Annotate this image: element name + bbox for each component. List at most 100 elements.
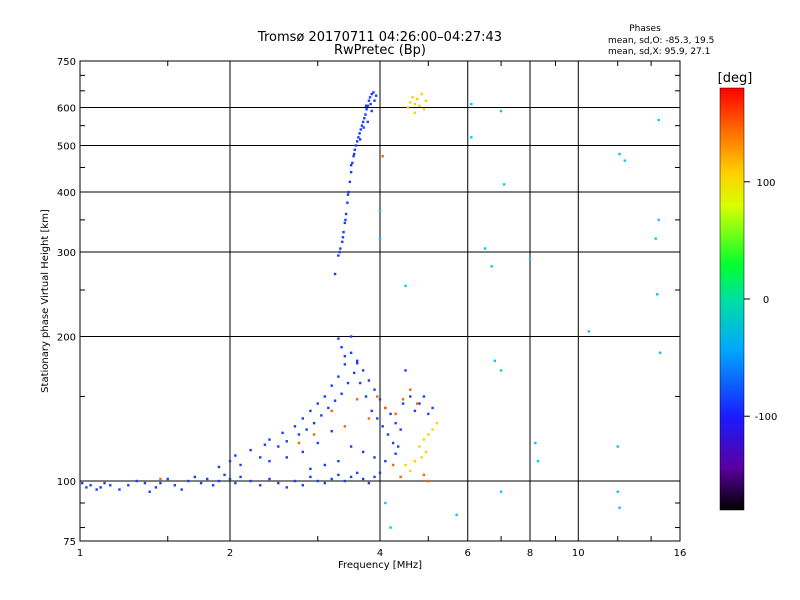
y-axis-label: Stationary phase Virtual Height [km] <box>40 209 51 393</box>
data-point <box>109 484 112 487</box>
data-point <box>159 477 162 481</box>
data-point <box>427 412 430 416</box>
data-point <box>618 152 621 156</box>
data-point <box>367 99 371 102</box>
data-point <box>223 473 226 477</box>
data-point <box>330 409 333 413</box>
data-point <box>85 486 88 489</box>
data-point <box>316 402 319 405</box>
data-point <box>355 471 359 475</box>
data-point <box>249 479 252 483</box>
data-point <box>187 479 190 483</box>
data-point <box>99 486 102 489</box>
data-point <box>352 371 356 375</box>
data-point <box>349 335 353 338</box>
data-point <box>341 240 344 244</box>
data-point <box>399 428 402 431</box>
data-point <box>323 463 327 467</box>
data-point <box>330 477 333 481</box>
data-point <box>413 459 417 463</box>
data-point <box>312 433 316 436</box>
data-point <box>348 180 352 184</box>
data-point <box>268 477 271 481</box>
plot-frame <box>79 60 681 542</box>
data-point <box>424 99 428 102</box>
data-point <box>366 120 369 124</box>
data-point <box>239 463 242 467</box>
phase-stats-box: Phases mean, sd,O: -85.3, 19.5 mean, sd,… <box>608 24 714 57</box>
x-tick-label: 10 <box>572 548 585 559</box>
data-point <box>309 475 312 479</box>
data-point <box>364 395 368 398</box>
data-point <box>343 479 347 483</box>
data-point <box>268 459 271 463</box>
data-point <box>389 526 392 529</box>
data-point <box>366 104 369 107</box>
data-point <box>384 501 387 505</box>
data-point <box>166 477 169 481</box>
data-point <box>353 148 356 151</box>
data-point <box>378 237 382 240</box>
x-tick-label: 4 <box>377 548 383 559</box>
data-point <box>344 212 348 216</box>
data-point <box>378 209 382 213</box>
data-point <box>354 144 358 147</box>
data-point <box>499 109 503 113</box>
y-tick-label: 75 <box>63 537 76 548</box>
colorbar-tick-label: -100 <box>755 412 778 423</box>
colorbar-tick-label: 100 <box>756 178 775 189</box>
data-point <box>263 443 267 446</box>
data-point <box>217 465 221 469</box>
data-point <box>654 237 657 240</box>
data-point <box>528 257 532 261</box>
data-point <box>587 330 591 333</box>
colorbar-ticks: 100 0 -100 <box>744 178 777 423</box>
data-point <box>297 433 301 436</box>
data-point <box>657 118 660 122</box>
data-point <box>470 102 473 106</box>
data-point <box>655 293 659 296</box>
data-point <box>118 488 121 491</box>
data-point <box>409 101 412 104</box>
data-point <box>358 138 362 141</box>
data-point <box>367 481 371 485</box>
y-axis-ticks: 75 100 200 300 400 500 600 750 <box>57 57 680 548</box>
data-point <box>431 428 434 431</box>
data-point <box>285 486 288 489</box>
data-point <box>381 155 384 158</box>
data-point <box>415 402 419 405</box>
data-point <box>363 117 366 120</box>
data-points <box>80 91 662 529</box>
data-point <box>341 236 345 239</box>
data-point <box>297 441 301 445</box>
data-point <box>330 384 333 387</box>
data-point <box>427 479 430 483</box>
data-point <box>378 471 382 475</box>
data-point <box>301 450 305 454</box>
data-point <box>343 425 347 428</box>
data-point <box>376 395 379 398</box>
chart-title: Tromsø 20170711 04:26:00–04:27:43 <box>257 30 502 45</box>
data-point <box>365 108 368 111</box>
data-point <box>502 183 506 186</box>
data-point <box>394 412 397 416</box>
data-point <box>384 459 387 463</box>
data-point <box>173 484 177 487</box>
phase-box-line-o: mean, sd,O: -85.3, 19.5 <box>608 36 714 46</box>
data-point <box>373 475 376 479</box>
data-point <box>413 409 417 413</box>
colorbar-gradient <box>719 87 745 511</box>
phase-box-line-x: mean, sd,X: 95.9, 27.1 <box>608 47 710 57</box>
data-point <box>499 369 503 372</box>
x-tick-label: 16 <box>674 548 687 559</box>
data-point <box>359 128 362 131</box>
data-point <box>337 375 340 378</box>
x-axis-label: Frequency [MHz] <box>338 560 422 571</box>
data-point <box>370 409 373 413</box>
data-point <box>259 484 262 487</box>
data-point <box>616 490 619 493</box>
data-point <box>327 406 330 410</box>
data-point <box>623 159 627 162</box>
data-point <box>386 433 390 436</box>
